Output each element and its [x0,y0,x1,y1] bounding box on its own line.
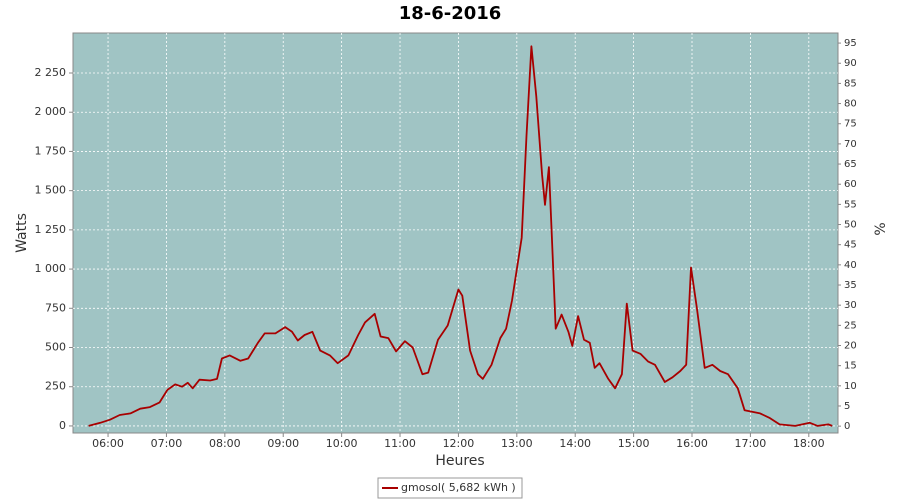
y2-tick-label: 15 [844,361,857,372]
y-tick-label: 2 250 [35,66,67,79]
x-tick-label: 15:00 [618,437,650,450]
x-tick-label: 06:00 [92,437,124,450]
y2-axis-label: % [873,222,889,235]
x-tick-label: 13:00 [501,437,533,450]
y2-tick-label: 5 [844,401,850,412]
y2-tick-label: 0 [844,421,850,432]
x-tick-label: 14:00 [559,437,591,450]
line-series [88,45,833,427]
y2-tick-label: 80 [844,99,857,110]
y2-tick-label: 75 [844,119,857,130]
y2-tick-label: 45 [844,240,857,251]
x-axis-label: Heures [435,453,484,469]
y2-tick-label: 65 [844,159,857,170]
y2-tick-label: 60 [844,179,857,190]
y-tick-label: 1 500 [35,184,67,197]
y-tick-label: 1 250 [35,223,67,236]
y2-tick-label: 90 [844,58,857,69]
y2-tick-label: 10 [844,381,857,392]
legend-box [377,477,523,499]
x-tick-label: 16:00 [676,437,708,450]
x-tick-label: 12:00 [443,437,475,450]
y2-tick-label: 55 [844,199,857,210]
y2-tick-label: 50 [844,220,857,231]
y2-tick-label: 70 [844,139,857,150]
x-tick-label: 17:00 [735,437,767,450]
y2-tick-label: 85 [844,78,857,89]
y-tick-label: 1 000 [35,262,67,275]
y-tick-label: 750 [45,301,66,314]
x-tick-label: 18:00 [793,437,825,450]
y-tick-label: 1 750 [35,144,67,157]
y2-tick-label: 25 [844,320,857,331]
y2-tick-label: 95 [844,38,857,49]
x-tick-label: 10:00 [326,437,358,450]
y-tick-label: 250 [45,380,66,393]
x-tick-label: 11:00 [384,437,416,450]
legend: gmosol( 5,682 kWh ) [377,477,523,499]
y2-tick-label: 35 [844,280,857,291]
y2-tick-label: 20 [844,341,857,352]
x-tick-label: 09:00 [267,437,299,450]
y2-tick-label: 40 [844,260,857,271]
chart-title: 18-6-2016 [399,3,502,24]
y-tick-label: 2 000 [35,105,67,118]
y-axis-label: Watts [14,213,30,253]
legend-label: gmosol( 5,682 kWh ) [401,481,516,494]
x-tick-label: 07:00 [151,437,183,450]
y-tick-label: 500 [45,341,66,354]
y2-tick-label: 30 [844,300,857,311]
x-tick-label: 08:00 [209,437,241,450]
y-tick-label: 0 [59,419,66,432]
